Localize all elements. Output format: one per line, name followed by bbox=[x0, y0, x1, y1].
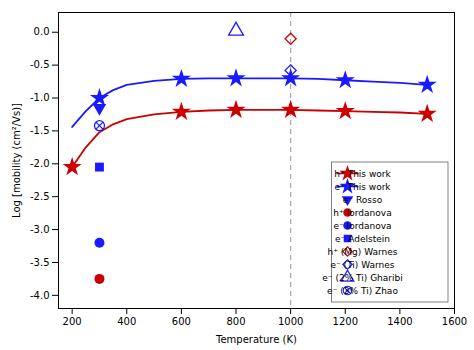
svg-text:e⁻ (3% Ti) Zhao: e⁻ (3% Ti) Zhao bbox=[327, 286, 398, 296]
svg-text:e⁻ This work: e⁻ This work bbox=[334, 182, 391, 192]
svg-text:400: 400 bbox=[117, 316, 136, 327]
svg-text:1000: 1000 bbox=[278, 316, 303, 327]
svg-text:-3.5: -3.5 bbox=[30, 257, 50, 268]
svg-text:h⁺ (Mg) Warnes: h⁺ (Mg) Warnes bbox=[328, 247, 398, 257]
svg-text:-1.5: -1.5 bbox=[30, 125, 50, 136]
svg-text:200: 200 bbox=[63, 316, 82, 327]
svg-text:-3.0: -3.0 bbox=[30, 224, 50, 235]
svg-text:-2.5: -2.5 bbox=[30, 191, 50, 202]
svg-text:Log [mobility (cm²/Vs)]: Log [mobility (cm²/Vs)] bbox=[11, 103, 22, 218]
svg-text:e⁻ Rosso: e⁻ Rosso bbox=[343, 195, 383, 205]
svg-text:-1.0: -1.0 bbox=[30, 92, 50, 103]
svg-text:1600: 1600 bbox=[442, 316, 467, 327]
svg-text:e⁻ (Ti) Warnes: e⁻ (Ti) Warnes bbox=[330, 260, 394, 270]
svg-text:1400: 1400 bbox=[387, 316, 412, 327]
svg-text:e⁻ (2% Ti) Gharibi: e⁻ (2% Ti) Gharibi bbox=[322, 273, 403, 283]
svg-text:h⁺ Iordanova: h⁺ Iordanova bbox=[333, 208, 391, 218]
svg-text:h⁺ This work: h⁺ This work bbox=[334, 169, 391, 179]
svg-text:Temperature (K): Temperature (K) bbox=[215, 334, 297, 345]
svg-text:0.0: 0.0 bbox=[34, 26, 50, 37]
svg-text:1200: 1200 bbox=[333, 316, 358, 327]
svg-text:e⁻ Iordanova: e⁻ Iordanova bbox=[333, 221, 391, 231]
svg-text:-4.0: -4.0 bbox=[30, 290, 50, 301]
svg-text:e⁻ Adelstein: e⁻ Adelstein bbox=[335, 234, 390, 244]
svg-text:-0.5: -0.5 bbox=[30, 59, 50, 70]
svg-text:-2.0: -2.0 bbox=[30, 158, 50, 169]
svg-text:600: 600 bbox=[172, 316, 191, 327]
svg-text:800: 800 bbox=[226, 316, 245, 327]
